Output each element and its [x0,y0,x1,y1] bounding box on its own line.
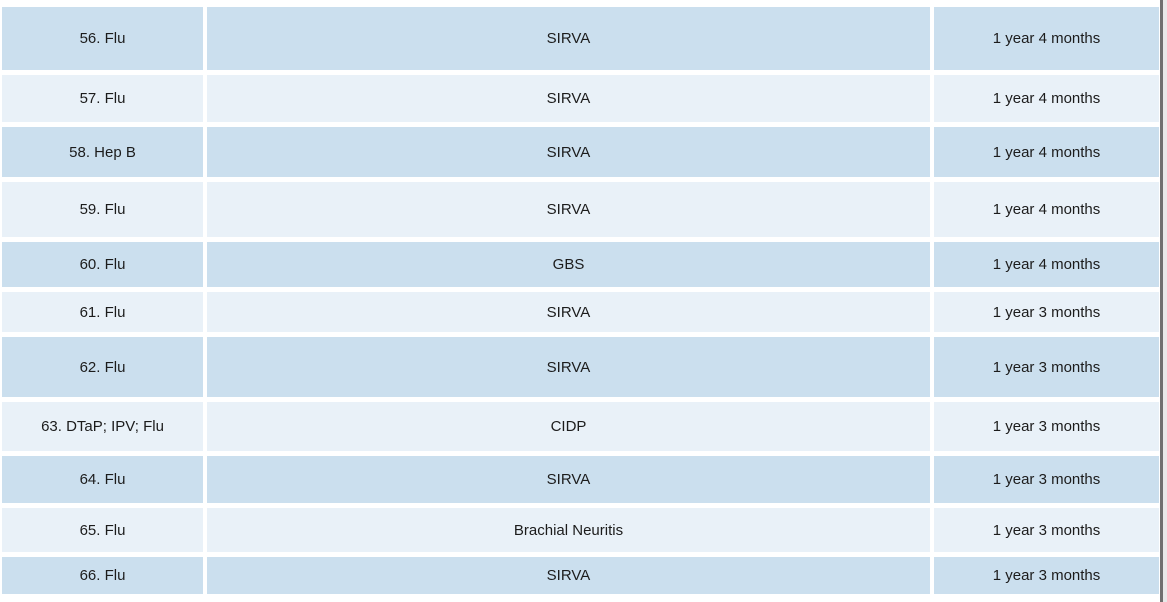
injury-cell: CIDP [207,402,930,451]
table-row: 65. Flu Brachial Neuritis 1 year 3 months [2,508,1159,552]
table-row: 63. DTaP; IPV; Flu CIDP 1 year 3 months [2,402,1159,451]
vaccine-cell: 64. Flu [2,456,203,503]
injury-cell: SIRVA [207,456,930,503]
vaccine-cell: 61. Flu [2,292,203,332]
duration-cell: 1 year 4 months [934,242,1159,287]
table-row: 56. Flu SIRVA 1 year 4 months [2,7,1159,70]
page-edge-line [1160,0,1163,602]
duration-cell: 1 year 3 months [934,456,1159,503]
table-row: 59. Flu SIRVA 1 year 4 months [2,182,1159,237]
vaccine-cell: 63. DTaP; IPV; Flu [2,402,203,451]
injury-cell: SIRVA [207,557,930,594]
injury-cell: SIRVA [207,75,930,122]
injury-cell: SIRVA [207,127,930,177]
duration-cell: 1 year 3 months [934,292,1159,332]
vaccine-cell: 56. Flu [2,7,203,70]
table-row: 61. Flu SIRVA 1 year 3 months [2,292,1159,332]
duration-cell: 1 year 4 months [934,75,1159,122]
duration-cell: 1 year 3 months [934,337,1159,397]
table-row: 57. Flu SIRVA 1 year 4 months [2,75,1159,122]
injury-cell: GBS [207,242,930,287]
duration-cell: 1 year 3 months [934,508,1159,552]
table-row: 58. Hep B SIRVA 1 year 4 months [2,127,1159,177]
duration-cell: 1 year 3 months [934,402,1159,451]
injury-cell: SIRVA [207,7,930,70]
case-table: 56. Flu SIRVA 1 year 4 months 57. Flu SIRVA 1… [2,7,1159,594]
vaccine-cell: 58. Hep B [2,127,203,177]
table-row: 60. Flu GBS 1 year 4 months [2,242,1159,287]
vaccine-cell: 65. Flu [2,508,203,552]
table-row: 66. Flu SIRVA 1 year 3 months [2,557,1159,594]
injury-cell: SIRVA [207,182,930,237]
vaccine-cell: 59. Flu [2,182,203,237]
page-edge-margin [1163,0,1167,602]
injury-cell: Brachial Neuritis [207,508,930,552]
duration-cell: 1 year 3 months [934,557,1159,594]
vaccine-cell: 62. Flu [2,337,203,397]
duration-cell: 1 year 4 months [934,182,1159,237]
table-row: 62. Flu SIRVA 1 year 3 months [2,337,1159,397]
duration-cell: 1 year 4 months [934,127,1159,177]
table-row: 64. Flu SIRVA 1 year 3 months [2,456,1159,503]
vaccine-cell: 60. Flu [2,242,203,287]
duration-cell: 1 year 4 months [934,7,1159,70]
injury-cell: SIRVA [207,337,930,397]
injury-cell: SIRVA [207,292,930,332]
vaccine-cell: 57. Flu [2,75,203,122]
vaccine-cell: 66. Flu [2,557,203,594]
